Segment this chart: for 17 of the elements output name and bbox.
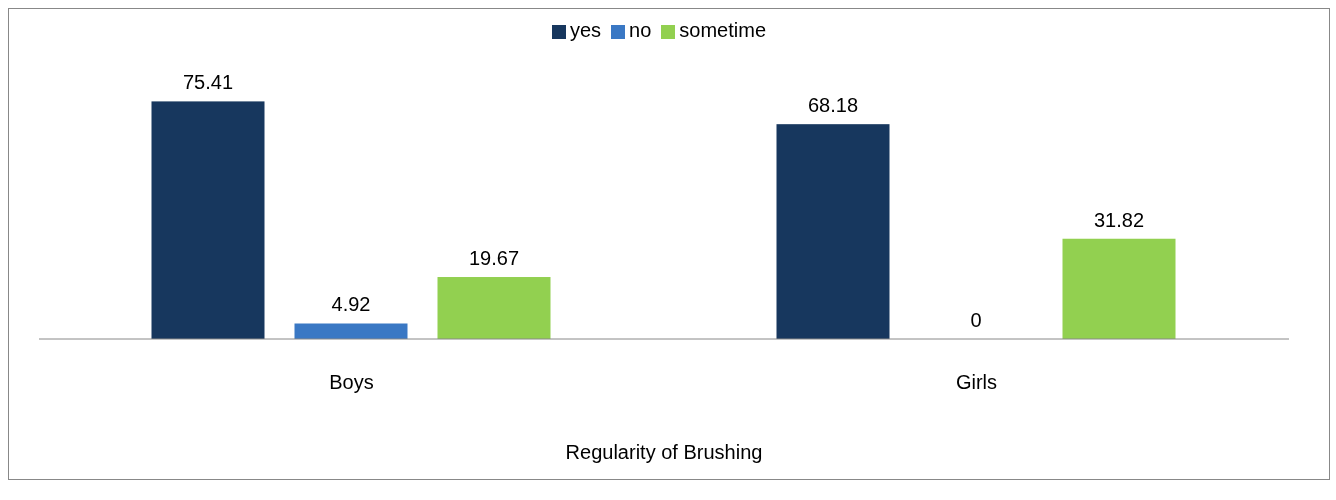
bar: [437, 277, 551, 339]
data-label: 4.92: [331, 293, 371, 316]
legend-label: no: [629, 19, 652, 41]
bar: [294, 323, 408, 339]
x-axis-title: Regularity of Brushing: [565, 441, 763, 463]
bar: [776, 124, 890, 339]
data-label: 31.82: [1093, 208, 1145, 231]
x-tick-label: Boys: [329, 371, 374, 394]
x-tick-label: Girls: [955, 371, 998, 394]
data-label: 68.18: [807, 94, 859, 117]
bar: [1062, 238, 1176, 339]
legend-label: yes: [569, 19, 602, 41]
data-label: 0: [970, 309, 982, 331]
data-label: 19.67: [468, 247, 520, 270]
bar: [151, 101, 265, 339]
data-label: 75.41: [182, 71, 234, 94]
legend-label: sometime: [679, 19, 767, 41]
